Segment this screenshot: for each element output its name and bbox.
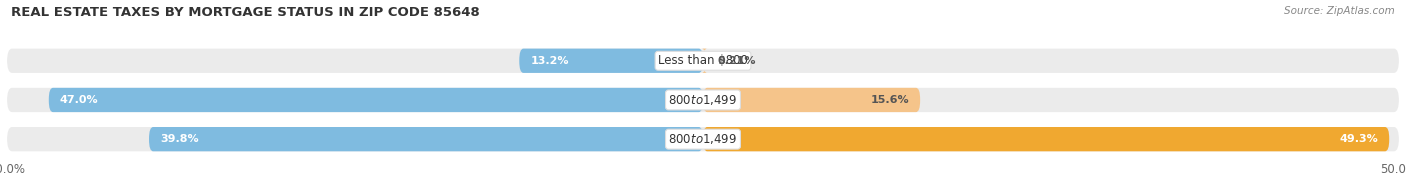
FancyBboxPatch shape bbox=[7, 88, 1399, 112]
FancyBboxPatch shape bbox=[703, 127, 1389, 151]
Text: Source: ZipAtlas.com: Source: ZipAtlas.com bbox=[1284, 6, 1395, 16]
FancyBboxPatch shape bbox=[7, 49, 1399, 73]
Text: 39.8%: 39.8% bbox=[160, 134, 198, 144]
FancyBboxPatch shape bbox=[149, 127, 703, 151]
FancyBboxPatch shape bbox=[703, 88, 920, 112]
FancyBboxPatch shape bbox=[519, 49, 703, 73]
Text: 0.21%: 0.21% bbox=[717, 56, 755, 66]
FancyBboxPatch shape bbox=[702, 49, 707, 73]
Text: 13.2%: 13.2% bbox=[530, 56, 569, 66]
Text: 15.6%: 15.6% bbox=[870, 95, 910, 105]
Text: 47.0%: 47.0% bbox=[60, 95, 98, 105]
FancyBboxPatch shape bbox=[49, 88, 703, 112]
FancyBboxPatch shape bbox=[7, 127, 1399, 151]
Text: $800 to $1,499: $800 to $1,499 bbox=[668, 132, 738, 146]
Text: Less than $800: Less than $800 bbox=[658, 54, 748, 67]
Text: 49.3%: 49.3% bbox=[1340, 134, 1378, 144]
Text: $800 to $1,499: $800 to $1,499 bbox=[668, 93, 738, 107]
Text: REAL ESTATE TAXES BY MORTGAGE STATUS IN ZIP CODE 85648: REAL ESTATE TAXES BY MORTGAGE STATUS IN … bbox=[11, 6, 479, 19]
